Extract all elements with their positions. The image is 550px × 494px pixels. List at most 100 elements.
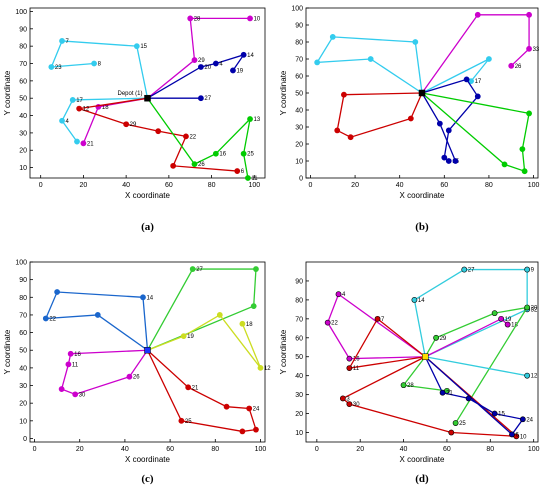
y-tick-label: 60: [19, 330, 27, 337]
y-tick-label: 100: [291, 6, 303, 13]
x-tick-label: 0: [33, 446, 37, 453]
customer-label: 30: [79, 392, 86, 398]
customer-label: 12: [264, 366, 271, 372]
route-line: [44, 291, 149, 351]
depot-marker: [418, 89, 426, 97]
customer-point: [519, 416, 526, 423]
customer-point: [155, 128, 162, 135]
customer-point: [234, 168, 241, 174]
x-tick-label: 40: [396, 182, 404, 189]
customer-label: 12: [531, 374, 538, 380]
customer-point: [230, 67, 236, 74]
customer-label: 14: [146, 295, 153, 301]
y-tick-label: 90: [19, 277, 27, 284]
customer-point: [346, 355, 353, 362]
customer-point: [170, 162, 177, 169]
y-axis-label: Y coordinate: [279, 70, 288, 115]
y-tick-label: 20: [295, 411, 303, 418]
customer-point: [74, 138, 80, 145]
depot-marker: [144, 346, 151, 354]
customer-point: [94, 312, 101, 318]
customer-point: [67, 350, 74, 357]
customer-point: [335, 291, 342, 298]
y-tick-label: 50: [19, 348, 27, 355]
customer-point: [346, 401, 353, 408]
customer-label: 18: [511, 323, 518, 329]
customer-label: 18: [246, 322, 253, 328]
customer-label: 12: [83, 107, 90, 113]
y-tick-label: 100: [15, 260, 27, 267]
customer-point: [80, 140, 87, 147]
customer-point: [133, 43, 140, 50]
x-tick-label: 100: [255, 446, 267, 453]
customer-point: [498, 315, 505, 322]
customer-point: [339, 395, 346, 402]
customer-point: [465, 395, 472, 402]
customer-label: 13: [254, 117, 261, 123]
customer-point: [526, 11, 532, 18]
customer-point: [253, 266, 259, 272]
x-tick-label: 0: [309, 182, 313, 189]
customer-point: [48, 64, 55, 70]
customer-label: 3: [346, 396, 350, 402]
customer-point: [367, 56, 374, 62]
customer-label: 9: [531, 268, 535, 274]
customer-label: 21: [446, 391, 453, 397]
customer-point: [439, 389, 446, 396]
customer-label: 6: [241, 169, 245, 175]
route-line: [421, 58, 490, 94]
customer-label: 11: [251, 176, 258, 182]
customer-label: 32: [531, 307, 538, 313]
chart-panel-1: 0 20 40 60 80 100 10 20 30 40 50 60 70 80 90 100 X coord…: [3, 7, 266, 233]
customer-point: [253, 426, 259, 433]
y-tick-label: 20: [295, 142, 303, 149]
panel-caption: (c): [141, 473, 154, 485]
y-tick-label: 40: [19, 365, 27, 372]
y-tick-label: 80: [295, 40, 303, 47]
customer-point: [445, 158, 452, 164]
customer-point: [452, 420, 459, 426]
customer-point: [445, 127, 452, 134]
customer-point: [526, 45, 532, 52]
route-line: [61, 97, 148, 142]
customer-point: [42, 315, 49, 322]
customer-point: [329, 34, 336, 40]
customer-label: 21: [192, 385, 199, 391]
y-tick-label: 80: [19, 295, 27, 302]
x-tick-label: 0: [39, 182, 43, 189]
customer-point: [257, 364, 264, 371]
panel-caption: (a): [141, 221, 154, 233]
customer-point: [140, 294, 146, 301]
y-tick-label: 30: [295, 125, 303, 132]
x-tick-label: 80: [486, 446, 494, 453]
panel-caption: (b): [415, 221, 429, 233]
customer-point: [400, 382, 407, 389]
customer-point: [452, 158, 459, 164]
customer-point: [519, 146, 526, 152]
x-tick-label: 20: [356, 446, 364, 453]
y-tick-label: 10: [19, 165, 27, 172]
route-line: [315, 36, 423, 94]
route-line: [425, 356, 528, 377]
customer-point: [185, 384, 192, 391]
customer-point: [240, 51, 247, 58]
x-tick-label: 60: [440, 182, 448, 189]
x-tick-label: 40: [122, 182, 130, 189]
customer-point: [324, 319, 331, 326]
customer-label: 7: [381, 317, 385, 323]
y-tick-label: 60: [295, 74, 303, 81]
customer-label: 28: [194, 16, 201, 22]
customer-label: 24: [526, 417, 533, 423]
customer-label: 4: [66, 119, 70, 125]
customer-label: 22: [331, 321, 338, 327]
customer-label: 16: [74, 352, 81, 358]
customer-point: [239, 428, 246, 435]
y-axis-label: Y coordinate: [3, 329, 12, 374]
customer-point: [441, 154, 448, 161]
y-tick-label: 50: [295, 91, 303, 98]
customer-point: [239, 320, 246, 327]
customer-point: [524, 304, 531, 311]
customer-point: [436, 120, 443, 127]
customer-label: 19: [505, 317, 512, 323]
